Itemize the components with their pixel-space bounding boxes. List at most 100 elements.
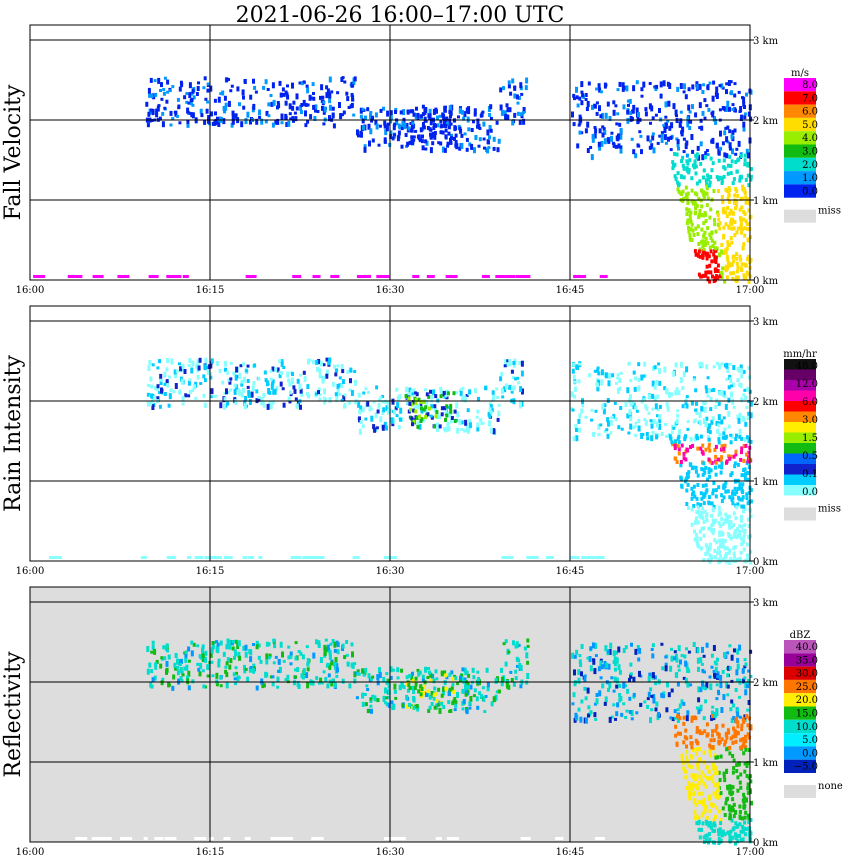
echo-cell [747, 826, 751, 831]
echo-cell [693, 191, 697, 196]
echo-cell [688, 213, 692, 218]
echo-cell [598, 690, 602, 697]
echo-cell [723, 248, 727, 253]
echo-cell [321, 105, 324, 111]
echo-cell [690, 496, 694, 501]
echo-cell [482, 695, 486, 702]
echo-cell [684, 185, 688, 190]
echo-cell [426, 412, 430, 417]
echo-cell [618, 697, 622, 703]
echo-cell [747, 238, 751, 243]
echo-cell [630, 137, 634, 141]
echo-cell [518, 119, 522, 125]
echo-cell [740, 114, 744, 119]
echo-cell [446, 144, 450, 148]
echo-cell [736, 657, 740, 663]
echo-cell [709, 557, 713, 561]
echo-cell [713, 782, 717, 787]
echo-cell [413, 686, 417, 690]
echo-cell [666, 682, 669, 688]
echo-cell [747, 279, 751, 284]
echo-cell [747, 820, 751, 825]
echo-cell [500, 680, 504, 687]
echo-cell [702, 213, 706, 218]
echo-cell [295, 106, 299, 111]
echo-cell [738, 428, 742, 435]
echo-cell [421, 145, 425, 151]
echo-cell [719, 754, 723, 759]
echo-cell [513, 112, 517, 118]
echo-cell [679, 191, 683, 196]
echo-cell [707, 457, 711, 462]
echo-cell [507, 84, 511, 89]
echo-cell [713, 447, 717, 452]
echo-cell [707, 832, 711, 836]
echo-cell [676, 180, 680, 185]
echo-cell [412, 275, 420, 278]
echo-cell [730, 818, 734, 823]
echo-cell [640, 374, 644, 381]
echo-cell [721, 829, 725, 834]
echo-cell [426, 689, 430, 694]
echo-cell [687, 104, 691, 111]
echo-cell [296, 667, 300, 672]
echo-cell [244, 644, 248, 651]
echo-cell [632, 104, 636, 110]
echo-cell [720, 250, 724, 255]
echo-cell [314, 104, 318, 110]
echo-cell [271, 82, 275, 89]
echo-cell [710, 528, 714, 533]
echo-cell [693, 809, 697, 814]
echo-cell [265, 641, 269, 647]
echo-cell [745, 774, 749, 778]
echo-cell [694, 112, 698, 118]
echo-cell [704, 212, 707, 217]
echo-cell [676, 171, 680, 176]
echo-cell [612, 689, 616, 693]
echo-cell [702, 195, 706, 200]
grid-lines [30, 25, 750, 280]
echo-cell [689, 735, 693, 740]
echo-cell [612, 703, 616, 707]
echo-cell [293, 388, 297, 394]
echo-cell [732, 758, 736, 763]
echo-cell [690, 745, 694, 750]
echo-cell [675, 137, 679, 141]
echo-cell [714, 246, 718, 251]
echo-cell [722, 174, 726, 179]
echo-cell [219, 640, 223, 646]
echo-cell [708, 675, 712, 679]
echo-cell [531, 556, 538, 559]
echo-cell [629, 415, 633, 422]
echo-cell [245, 275, 257, 278]
echo-cell [698, 412, 702, 418]
echo-cell [740, 486, 743, 491]
echo-cell [698, 126, 702, 130]
echo-cell [291, 372, 294, 376]
echo-cell [749, 779, 753, 784]
echo-cell [489, 404, 493, 411]
echo-cell [732, 454, 736, 459]
echo-cell [252, 663, 256, 667]
echo-cell [695, 536, 699, 541]
legend-label: 10.0 [796, 722, 818, 733]
echo-cell [695, 786, 699, 791]
echo-cell [368, 140, 371, 147]
echo-cell [328, 76, 332, 83]
echo-cell [298, 373, 302, 377]
echo-cell [286, 371, 290, 378]
echo-cell [633, 386, 637, 392]
echo-cell [694, 716, 698, 721]
echo-cell [710, 460, 714, 465]
echo-cell [188, 92, 192, 99]
echo-cell [510, 369, 514, 374]
echo-cell [193, 384, 197, 390]
echo-cell [725, 459, 729, 464]
echo-cell [322, 670, 326, 674]
legend-label: 20.0 [796, 695, 818, 706]
echo-cell [330, 661, 334, 666]
echo-cell [746, 152, 750, 159]
echo-cell [413, 405, 417, 409]
echo-cell [712, 252, 716, 257]
echo-cell [685, 786, 689, 790]
